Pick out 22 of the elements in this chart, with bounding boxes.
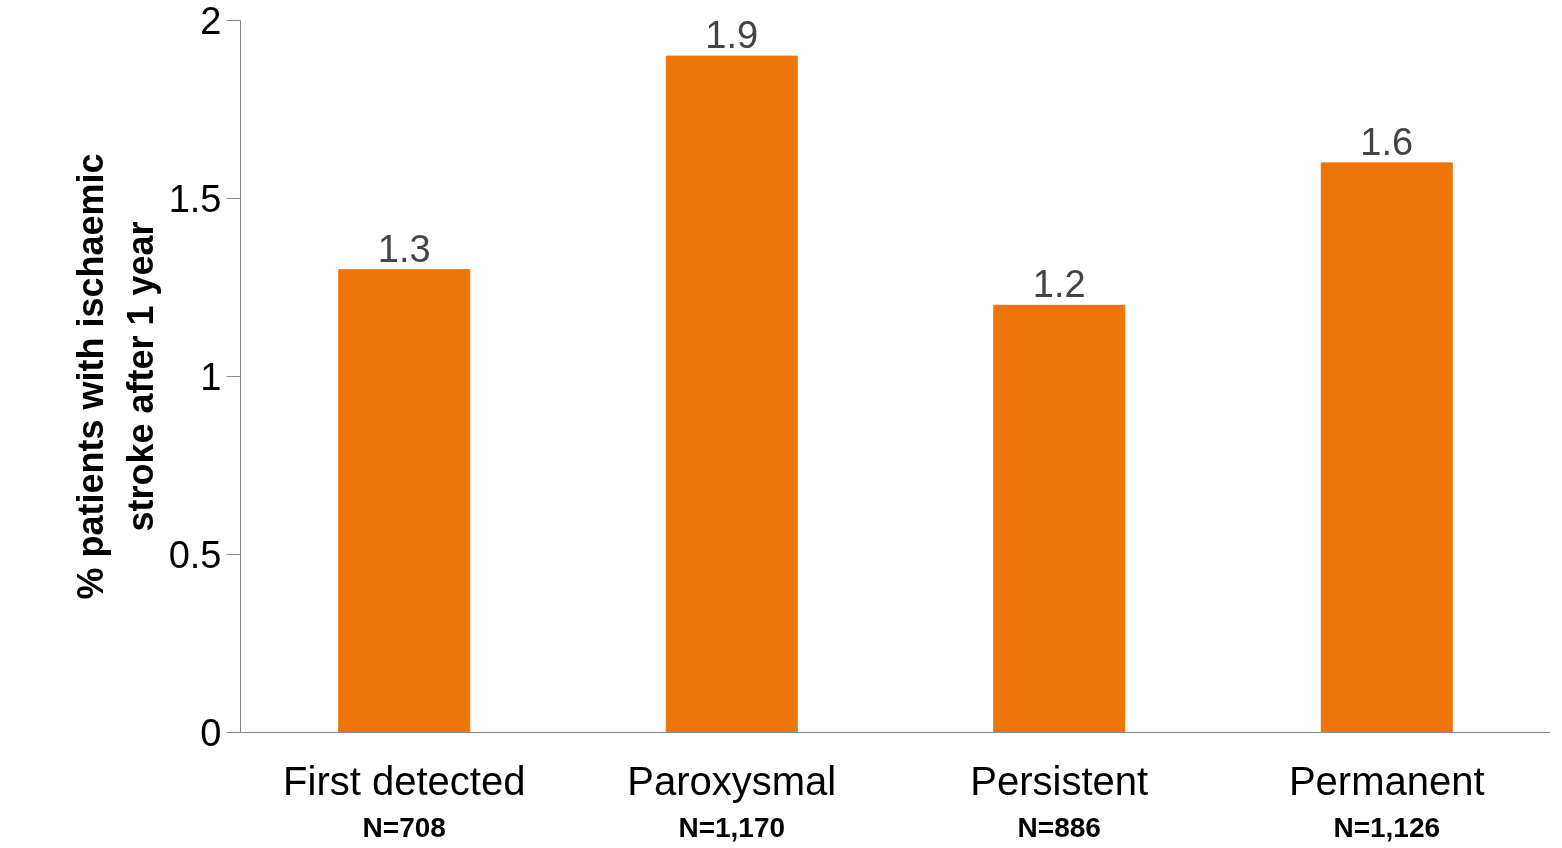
- y-tick-label: 1: [200, 356, 222, 398]
- x-tick-label: Persistent: [970, 758, 1149, 803]
- data-label: 1.3: [377, 227, 431, 270]
- text: N=1,126: [1333, 811, 1441, 843]
- x-tick-label: First detected: [283, 758, 526, 803]
- y-tick-label: 2: [200, 0, 222, 42]
- data-label: 1.2: [1032, 263, 1086, 306]
- bar: [338, 269, 471, 733]
- y-tick-label: 0.5: [168, 534, 222, 576]
- bar: [1320, 162, 1453, 733]
- y-tick-label: 1.5: [168, 178, 222, 220]
- y-tick-label: 0: [200, 712, 222, 754]
- bar: [665, 55, 798, 733]
- y-axis-title: % patients with ischaemic stroke after 1 year: [70, 153, 161, 600]
- data-label: 1.9: [705, 14, 759, 57]
- x-tick-label: Paroxysmal: [627, 758, 837, 803]
- text: N=1,170: [678, 811, 786, 843]
- text: N=886: [1017, 811, 1101, 843]
- data-label: 1.6: [1360, 120, 1414, 163]
- bar: [993, 304, 1126, 733]
- x-tick-label: Permanent: [1288, 758, 1485, 803]
- text: N=708: [362, 811, 446, 843]
